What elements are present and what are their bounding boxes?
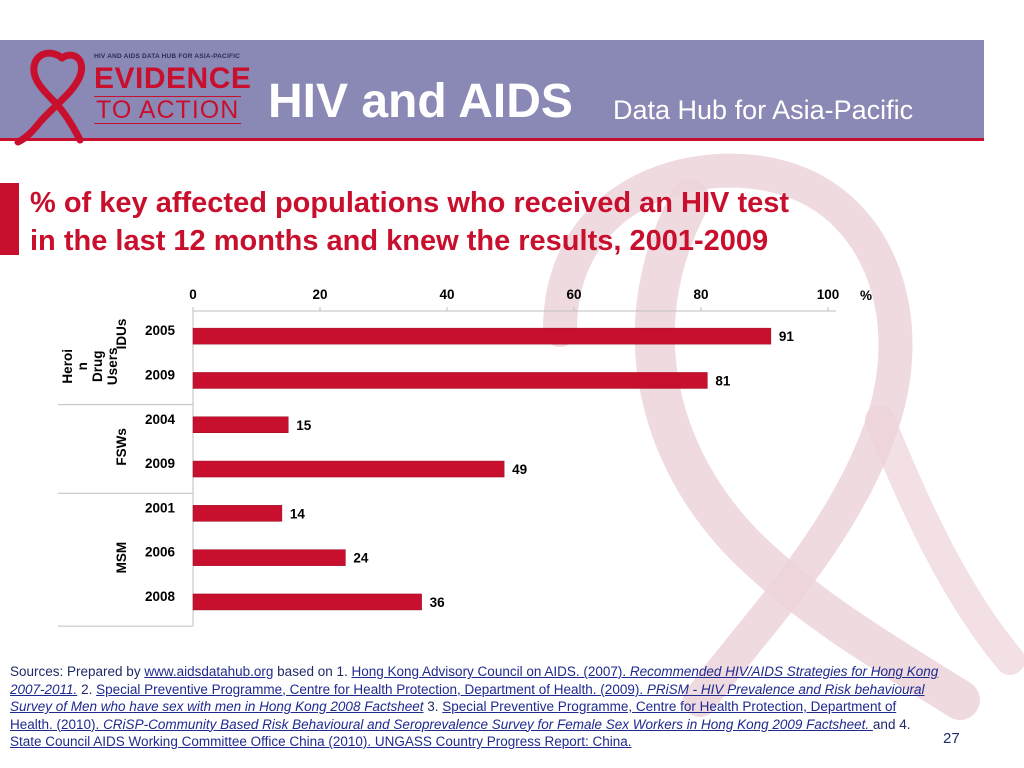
title-accent-bar (0, 183, 19, 255)
source-link-spp-2009[interactable]: Special Preventive Programme, Centre for… (10, 682, 924, 715)
sources-prefix: Sources: Prepared by (10, 664, 145, 679)
ribbon-tail-right (865, 405, 1024, 675)
header-title: HIV and AIDS (268, 75, 573, 128)
source-link-spp-2009-part1: Special Preventive Programme, Centre for… (96, 681, 647, 697)
source-link-spp-2010-part2: CRiSP-Community Based Risk Behavioural a… (103, 716, 873, 732)
x-tick-label: 60 (566, 287, 581, 302)
category-year-label: 2009 (145, 367, 175, 382)
source-link-hk-advisory-part2: Recommended HIV/AIDS Strategies for Hong… (10, 664, 939, 697)
source-link-hk-advisory[interactable]: Hong Kong Advisory Council on AIDS. (200… (10, 664, 938, 697)
bar-value-label: 49 (512, 462, 527, 477)
group-label-line: Drug (90, 351, 105, 383)
category-year-label: 2009 (145, 456, 175, 471)
group-label-line: n (75, 362, 90, 370)
bar-value-label: 24 (353, 551, 369, 566)
bar (192, 372, 708, 389)
x-tick-label: 100 (817, 287, 840, 302)
bar (192, 416, 289, 433)
bar-value-label: 36 (430, 595, 446, 610)
header-subtitle: Data Hub for Asia-Pacific (613, 95, 914, 125)
group-label-line: Users (105, 348, 120, 386)
logo-evidence: EVIDENCE (94, 62, 252, 95)
source-link-spp-2010[interactable]: Special Preventive Programme, Centre for… (10, 699, 896, 732)
bar-value-label: 14 (290, 506, 306, 521)
bar-value-label: 91 (779, 329, 795, 344)
x-tick-label: 80 (693, 287, 708, 302)
category-year-label: 2004 (145, 412, 176, 427)
sources-text-4: and 4. (872, 716, 911, 732)
bar (192, 505, 283, 522)
group-label: MSM (114, 542, 129, 574)
category-year-label: 2001 (145, 500, 176, 515)
x-tick-label: 20 (312, 287, 327, 302)
source-link-hk-advisory-part1: Hong Kong Advisory Council on AIDS. (200… (351, 664, 630, 679)
x-tick-label: 0 (189, 287, 197, 302)
sources-text-2: 2. (77, 681, 97, 697)
bar (192, 327, 772, 345)
sources-text-1: based on 1. (273, 664, 352, 679)
group-label-line: Heroi (60, 349, 75, 384)
sources-text: Sources: Prepared by www.aidsdatahub.org… (10, 663, 940, 751)
x-tick-label: 40 (439, 287, 454, 302)
bar-value-label: 81 (715, 373, 731, 388)
bar (192, 593, 422, 611)
source-link-aidsdatahub[interactable]: www.aidsdatahub.org (144, 664, 274, 679)
red-ribbon-logo-icon (14, 49, 85, 146)
chart-title: % of key affected populations who receiv… (30, 184, 970, 260)
logo-to-action: TO ACTION (94, 96, 242, 124)
source-link-state-council[interactable]: State Council AIDS Working Committee Off… (10, 734, 632, 749)
source-link-spp-2009-part2: PRiSM - HIV Prevalence and Risk behaviou… (10, 681, 925, 715)
header-banner (0, 40, 984, 138)
chart-title-line-1: % of key affected populations who receiv… (30, 187, 790, 219)
category-year-label: 2008 (145, 589, 176, 604)
bar-chart: 0 20 40 60 80 100 % 91 2005 81 2009 Heroi n Drug Users… (58, 287, 872, 627)
bar (192, 460, 505, 478)
sources-text-3: 3. (423, 699, 443, 714)
bar-value-label: 15 (296, 418, 312, 433)
logo-tagline: HIV AND AIDS DATA HUB FOR ASIA-PACIFIC (94, 53, 241, 60)
source-link-spp-2010-part1: Special Preventive Programme, Centre for… (10, 699, 897, 732)
category-year-label: 2006 (145, 545, 176, 560)
group-sub-label: IDUs (114, 319, 129, 350)
ribbon-tail-left (634, 180, 980, 720)
bar (192, 549, 346, 566)
category-year-label: 2005 (145, 323, 176, 338)
group-label: FSWs (114, 428, 129, 466)
header-underline (0, 138, 984, 141)
chart-title-line-2: in the last 12 months and knew the resul… (30, 225, 769, 257)
x-axis-unit-label: % (860, 288, 872, 303)
page-number: 27 (943, 730, 960, 747)
